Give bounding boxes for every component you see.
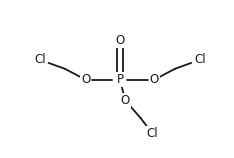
Text: Cl: Cl (34, 53, 46, 66)
Text: O: O (81, 73, 90, 86)
Text: P: P (117, 73, 123, 86)
Text: O: O (115, 34, 124, 47)
Text: Cl: Cl (194, 53, 206, 66)
Text: O: O (150, 73, 159, 86)
Text: O: O (121, 94, 130, 107)
Text: Cl: Cl (146, 127, 158, 140)
